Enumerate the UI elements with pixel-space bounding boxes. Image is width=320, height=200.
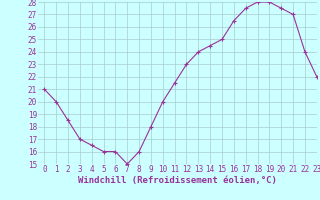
X-axis label: Windchill (Refroidissement éolien,°C): Windchill (Refroidissement éolien,°C) xyxy=(78,176,277,185)
